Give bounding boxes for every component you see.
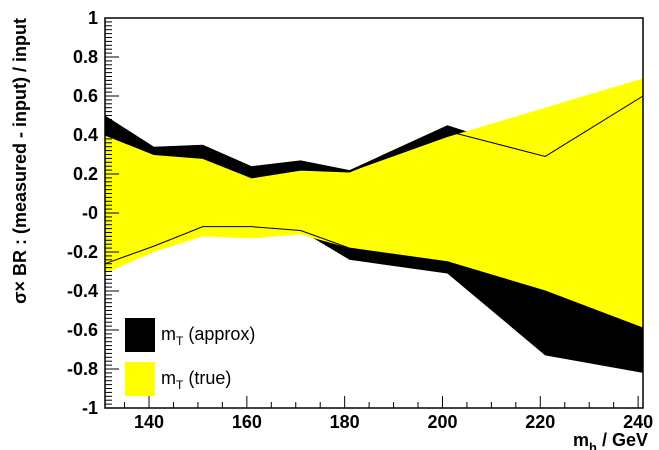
band-mt-true xyxy=(105,78,643,329)
y-tick-label: 1 xyxy=(88,8,98,28)
legend-label-approx: mT (approx) xyxy=(161,324,255,348)
y-tick-label: 0.4 xyxy=(73,125,98,145)
y-tick-label: -0 xyxy=(82,203,98,223)
legend-approx-sub: T xyxy=(176,334,184,348)
x-tick-label: 140 xyxy=(134,412,164,432)
x-tick-label: 240 xyxy=(623,412,653,432)
outline-upper xyxy=(104,95,644,179)
legend-approx-main: m xyxy=(161,324,176,344)
y-axis-title: σ× BR : (measured - input) / input xyxy=(10,18,30,304)
x-axis-title-main: m xyxy=(573,430,589,450)
outline-lower xyxy=(104,226,644,329)
x-tick-label: 160 xyxy=(232,412,262,432)
y-tick-label: -1 xyxy=(82,398,98,418)
x-axis-title-rest: / GeV xyxy=(597,430,648,450)
y-tick-label: 0.2 xyxy=(73,164,98,184)
x-axis-tick-labels: 140 160 180 200 220 240 xyxy=(134,412,653,432)
y-tick-label: 0.8 xyxy=(73,47,98,67)
y-tick-label: 0.6 xyxy=(73,86,98,106)
y-axis-tick-labels: 1 0.8 0.6 0.4 0.2 -0 -0.2 -0.4 -0.6 -0.8 -1 xyxy=(67,8,98,418)
y-axis-ticks xyxy=(105,17,119,409)
bands-layer xyxy=(105,78,643,373)
y-tick-label: -0.2 xyxy=(67,242,98,262)
y-tick-label: -0.4 xyxy=(67,281,98,301)
legend-true-rest: (true) xyxy=(183,368,231,388)
legend-true-sub: T xyxy=(176,378,184,392)
outline-layer xyxy=(104,95,644,329)
x-tick-label: 180 xyxy=(330,412,360,432)
x-tick-label: 200 xyxy=(427,412,457,432)
y-tick-label: -0.8 xyxy=(67,359,98,379)
legend-swatch-approx xyxy=(125,318,155,352)
legend-label-true: mT (true) xyxy=(161,368,231,392)
y-tick-label: -0.6 xyxy=(67,320,98,340)
legend: mT (approx) mT (true) xyxy=(125,318,255,396)
x-tick-label: 220 xyxy=(525,412,555,432)
legend-approx-rest: (approx) xyxy=(183,324,255,344)
x-axis-title: mh / GeV xyxy=(573,430,648,450)
x-axis-ticks xyxy=(124,396,639,408)
legend-swatch-true xyxy=(125,362,155,396)
legend-true-main: m xyxy=(161,368,176,388)
x-axis-title-sub: h xyxy=(589,440,597,450)
